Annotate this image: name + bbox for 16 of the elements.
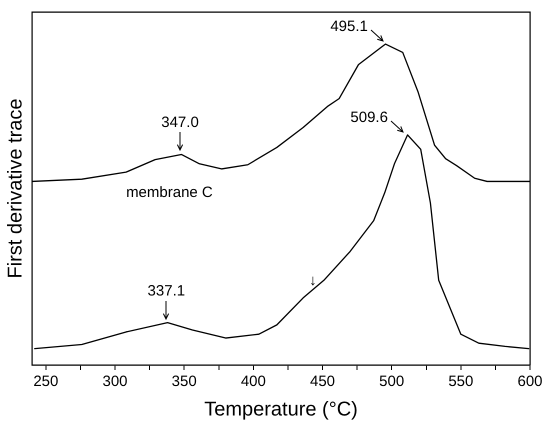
annotation: 347.0 xyxy=(161,114,199,132)
x-tick-label: 250 xyxy=(33,373,58,390)
x-tick-label: 550 xyxy=(448,373,474,390)
x-axis-title: Temperature (°C) xyxy=(204,398,358,421)
annotation: 509.6 xyxy=(350,109,388,126)
x-tick-label: 450 xyxy=(310,373,336,390)
x-tick-label: 400 xyxy=(240,373,266,390)
annotation: 495.1 xyxy=(330,18,368,36)
y-axis-title: First derivative trace xyxy=(4,98,27,279)
annotation: ↓ xyxy=(309,272,317,289)
x-tick-label: 350 xyxy=(172,373,197,390)
annotation: 337.1 xyxy=(148,282,186,300)
series-label: membrane C xyxy=(126,184,213,202)
x-tick-label: 600 xyxy=(517,373,543,390)
x-tick-label: 500 xyxy=(379,373,404,390)
x-tick-label: 300 xyxy=(102,373,128,390)
